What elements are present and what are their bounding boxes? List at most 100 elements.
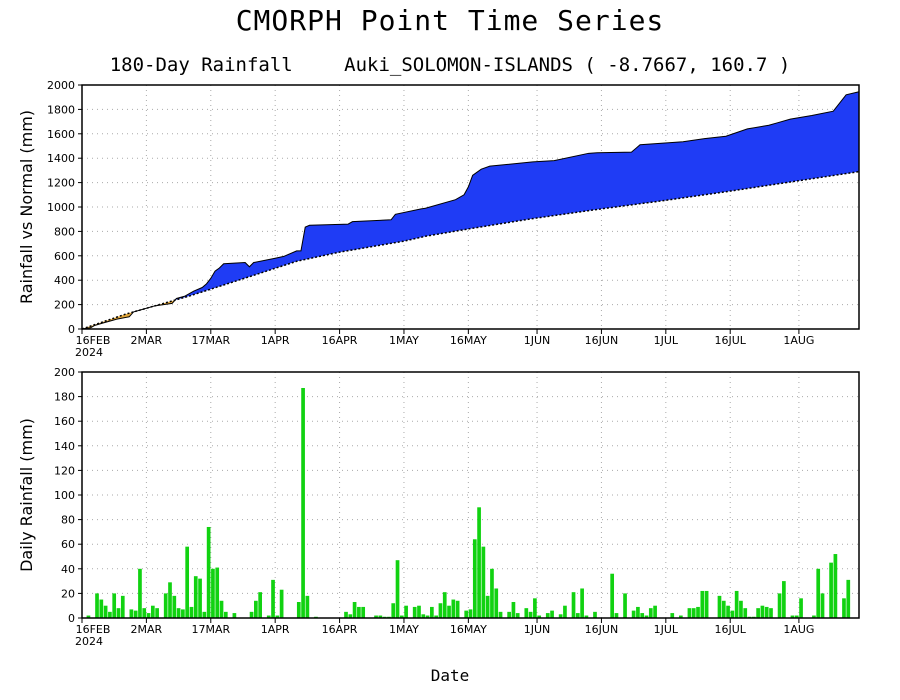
daily-rainfall-bar — [816, 568, 821, 618]
daily-rainfall-bar — [378, 615, 383, 618]
panel2-y-tick-label: 140 — [54, 440, 75, 453]
daily-rainfall-bar — [640, 613, 645, 618]
panel1-y-tick-label: 600 — [54, 250, 75, 263]
daily-rainfall-bar — [575, 613, 580, 618]
panel1-x-tick-label: 16MAY — [450, 334, 487, 347]
panel2-x-tick-label: 16APR — [322, 623, 358, 636]
daily-rainfall-bar — [515, 613, 520, 618]
daily-rainfall-bar — [348, 614, 353, 618]
daily-rainfall-bar — [404, 605, 408, 618]
daily-rainfall-bar — [430, 606, 434, 618]
panel2-y-tick-label: 120 — [54, 464, 75, 477]
daily-rainfall-bar — [305, 595, 310, 618]
panel1-y-tick-label: 1400 — [47, 152, 75, 165]
panel1-y-tick-label: 2000 — [47, 79, 75, 92]
panel1-y-axis-label: Rainfall vs Normal (mm) — [17, 110, 36, 304]
daily-rainfall-bar — [782, 581, 786, 618]
daily-rainfall-bar — [434, 615, 439, 618]
panel2-x-tick-label: 16MAY — [450, 623, 487, 636]
daily-rainfall-bar — [717, 595, 722, 618]
panel2-y-tick-label: 0 — [68, 612, 75, 625]
panel1-x-tick-label: 16APR — [322, 334, 358, 347]
panel2-x-tick-label: 16JUL — [715, 623, 747, 636]
daily-rainfall-bar — [202, 611, 207, 618]
daily-rainfall-bar — [670, 613, 675, 618]
panel1-y-tick-label: 1200 — [47, 177, 75, 190]
daily-rainfall-bar — [528, 611, 533, 618]
daily-rainfall-bar — [485, 595, 490, 618]
daily-rainfall-bar — [842, 598, 846, 618]
daily-rainfall-bar — [700, 590, 705, 618]
daily-rainfall-bar — [99, 599, 104, 618]
daily-rainfall-bar — [266, 615, 271, 618]
daily-rainfall-bar — [571, 592, 576, 618]
daily-rainfall-bar — [219, 600, 224, 618]
daily-rainfall-bar — [691, 608, 696, 618]
subtitle-period: 180-Day Rainfall — [109, 54, 293, 76]
daily-rainfall-bar — [95, 593, 99, 618]
daily-rainfall-bar — [511, 602, 516, 618]
daily-rainfall-bar — [490, 568, 494, 618]
daily-rainfall-bar — [391, 603, 396, 618]
daily-rainfall-bar — [498, 611, 503, 618]
daily-rainfall-bar — [760, 605, 765, 618]
daily-rainfall-bar — [820, 593, 825, 618]
daily-rainfall-bar — [545, 613, 550, 618]
daily-rainfall-bar — [687, 608, 692, 618]
panel1-x-tick-label: 1JUL — [654, 334, 679, 347]
panel2-y-tick-label: 80 — [61, 514, 75, 527]
panel2-y-tick-label: 200 — [54, 366, 75, 379]
daily-rainfall-bar — [395, 560, 400, 618]
daily-rainfall-bar — [86, 615, 91, 618]
daily-rainfall-bar — [472, 539, 477, 618]
daily-rainfall-bar — [103, 605, 108, 618]
panel1-y-tick-label: 1000 — [47, 201, 75, 214]
daily-rainfall-bar — [223, 611, 228, 618]
daily-rainfall-bar — [794, 615, 799, 618]
daily-rainfall-bar — [232, 613, 237, 618]
daily-rainfall-bar — [550, 610, 554, 618]
daily-rainfall-bar — [644, 615, 649, 618]
daily-rainfall-bar — [296, 602, 301, 618]
daily-rainfall-bar — [189, 606, 194, 618]
daily-rainfall-bar — [108, 611, 112, 618]
daily-rainfall-bar — [799, 598, 803, 618]
daily-rainfall-bar — [211, 568, 215, 618]
daily-rainfall-bar — [172, 595, 177, 618]
daily-rainfall-bar — [833, 554, 838, 618]
daily-rainfall-bar — [563, 605, 567, 618]
daily-rainfall-bar — [181, 609, 185, 618]
panel2-y-tick-label: 60 — [61, 538, 75, 551]
daily-rainfall-bar — [593, 611, 597, 618]
daily-rainfall-bar — [648, 608, 653, 618]
daily-rainfall-bar — [721, 600, 726, 618]
panel2-x-tick-label: 16FEB — [76, 623, 111, 636]
panel1-x-tick-label: 16JUN — [585, 334, 619, 347]
daily-rainfall-bar — [442, 592, 447, 618]
daily-rainfall-bar — [790, 615, 795, 618]
daily-rainfall-bar — [206, 526, 211, 618]
daily-rainfall-bar — [494, 588, 499, 618]
daily-rainfall-bar — [756, 608, 760, 618]
panel1-y-tick-label: 0 — [68, 323, 75, 336]
daily-rainfall-bar — [558, 614, 563, 618]
daily-rainfall-bar — [614, 613, 619, 618]
panel2-x-tick-label: 1APR — [261, 623, 290, 636]
daily-rainfall-bar — [451, 599, 456, 618]
daily-rainfall-bar — [185, 546, 190, 618]
panel2-x-tick-year: 2024 — [75, 635, 103, 648]
daily-rainfall-bar — [764, 606, 769, 618]
actual-cumulative-line — [81, 91, 860, 330]
daily-rainfall-bar — [730, 610, 735, 618]
daily-rainfall-bar — [301, 387, 305, 618]
daily-rainfall-bar — [352, 602, 357, 618]
daily-rainfall-bar — [168, 582, 172, 618]
daily-rainfall-bar — [468, 609, 473, 618]
daily-rainfall-bar — [146, 613, 151, 618]
daily-rainfall-bar — [477, 507, 481, 618]
daily-rainfall-bar — [846, 579, 851, 618]
daily-rainfall-bar — [829, 562, 833, 618]
daily-rainfall-bar — [176, 608, 181, 618]
